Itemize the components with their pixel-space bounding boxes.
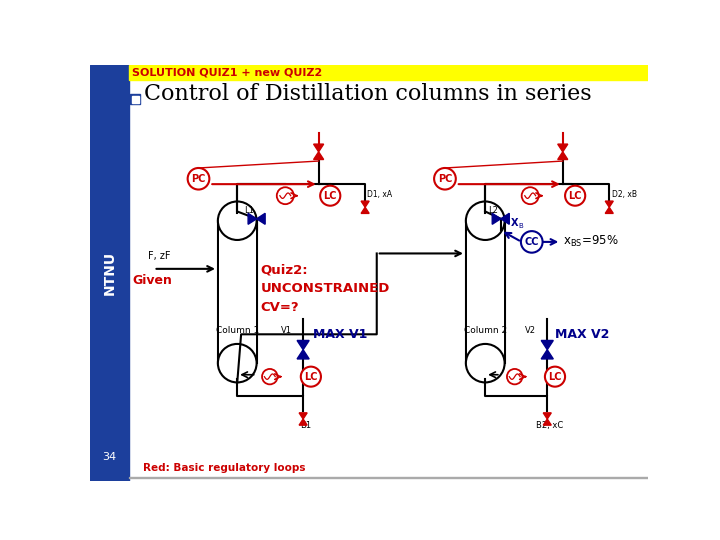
Text: SOLUTION QUIZ1 + new QUIZ2: SOLUTION QUIZ1 + new QUIZ2 xyxy=(132,68,322,78)
Polygon shape xyxy=(297,350,309,359)
Text: D2, xB: D2, xB xyxy=(611,190,636,199)
Polygon shape xyxy=(361,207,369,213)
Ellipse shape xyxy=(218,201,256,240)
Polygon shape xyxy=(361,201,369,207)
Bar xyxy=(218,221,256,363)
Bar xyxy=(467,221,504,363)
Polygon shape xyxy=(543,413,552,419)
Text: L2: L2 xyxy=(488,206,498,214)
Polygon shape xyxy=(492,213,500,224)
Text: Red: Basic regulatory loops: Red: Basic regulatory loops xyxy=(143,463,305,473)
Polygon shape xyxy=(299,413,307,419)
Bar xyxy=(132,96,139,103)
Polygon shape xyxy=(606,207,613,213)
Text: D1, xA: D1, xA xyxy=(367,190,392,199)
Text: MAX V2: MAX V2 xyxy=(555,328,609,341)
Text: x$_\mathrm{BS}$=95%: x$_\mathrm{BS}$=95% xyxy=(563,234,618,249)
Text: V2: V2 xyxy=(525,326,536,335)
Text: CC: CC xyxy=(524,237,539,247)
Circle shape xyxy=(320,186,341,206)
Text: Column 1: Column 1 xyxy=(215,326,259,335)
Polygon shape xyxy=(256,213,265,224)
Ellipse shape xyxy=(466,344,505,382)
Text: LC: LC xyxy=(323,191,337,201)
Bar xyxy=(129,65,648,80)
Text: LC: LC xyxy=(568,191,582,201)
Polygon shape xyxy=(297,340,309,350)
Bar xyxy=(466,221,505,363)
Text: MAX V1: MAX V1 xyxy=(313,328,368,341)
Text: NTNU: NTNU xyxy=(102,251,117,295)
Polygon shape xyxy=(299,419,307,425)
Circle shape xyxy=(507,369,523,384)
Text: X: X xyxy=(511,219,518,228)
Polygon shape xyxy=(543,419,552,425)
Polygon shape xyxy=(541,340,553,350)
Circle shape xyxy=(262,369,277,384)
Circle shape xyxy=(565,186,585,206)
Text: B2, xC: B2, xC xyxy=(536,421,563,430)
Circle shape xyxy=(545,367,565,387)
Text: PC: PC xyxy=(438,174,452,184)
Circle shape xyxy=(521,231,543,253)
Circle shape xyxy=(188,168,210,190)
Text: Control of Distillation columns in series: Control of Distillation columns in serie… xyxy=(144,83,592,105)
Text: Column 2: Column 2 xyxy=(464,326,507,335)
Text: 34: 34 xyxy=(102,453,117,462)
Text: F, zF: F, zF xyxy=(148,251,171,261)
Text: PC: PC xyxy=(192,174,206,184)
Polygon shape xyxy=(558,152,568,159)
Polygon shape xyxy=(606,201,613,207)
Ellipse shape xyxy=(466,201,505,240)
Text: L1: L1 xyxy=(244,206,254,214)
Text: V1: V1 xyxy=(281,326,292,335)
Circle shape xyxy=(276,187,294,204)
Text: Quiz2:
UNCONSTRAINED
CV=?: Quiz2: UNCONSTRAINED CV=? xyxy=(261,264,390,314)
Ellipse shape xyxy=(218,344,256,382)
Text: B: B xyxy=(518,223,523,229)
Circle shape xyxy=(301,367,321,387)
Polygon shape xyxy=(314,144,324,152)
Bar xyxy=(90,65,129,481)
Polygon shape xyxy=(248,213,256,224)
Polygon shape xyxy=(558,144,568,152)
Polygon shape xyxy=(541,350,553,359)
Polygon shape xyxy=(500,213,509,224)
Circle shape xyxy=(434,168,456,190)
Text: Given: Given xyxy=(132,274,172,287)
Circle shape xyxy=(522,187,539,204)
Polygon shape xyxy=(314,152,324,159)
Bar xyxy=(130,94,140,104)
Text: B1: B1 xyxy=(300,421,311,430)
Text: LC: LC xyxy=(548,372,562,382)
Bar xyxy=(219,221,256,363)
Text: LC: LC xyxy=(304,372,318,382)
